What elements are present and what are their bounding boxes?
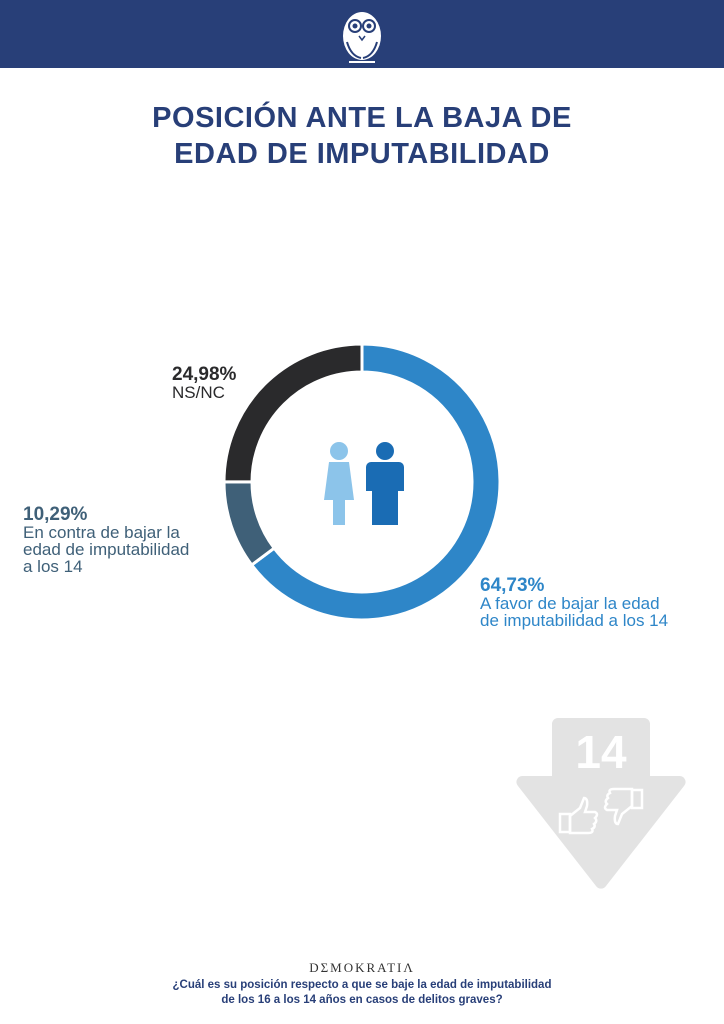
question-line-2: de los 16 a los 14 años en casos de deli… (221, 994, 503, 1006)
nsnc-text: NS/NC (172, 383, 225, 402)
donut-slice-2 (222, 342, 364, 484)
page-title: POSICIÓN ANTE LA BAJA DE EDAD DE IMPUTAB… (0, 100, 724, 172)
label-nsnc: 24,98% NS/NC (172, 364, 237, 402)
favor-text-1: A favor de bajar la edad (480, 594, 660, 613)
down-arrow-14-badge: 14 (516, 718, 686, 889)
label-contra: 10,29% En contra de bajar la edad de imp… (23, 504, 190, 576)
donut-slice-1 (222, 480, 277, 568)
owl-logo-icon (343, 12, 381, 63)
contra-percent: 10,29% (23, 504, 88, 525)
favor-percent: 64,73% (480, 575, 545, 596)
contra-text-1: En contra de bajar la (23, 523, 180, 542)
people-icon (324, 442, 404, 525)
badge-number: 14 (575, 726, 627, 778)
nsnc-percent: 24,98% (172, 364, 237, 385)
brand-wordmark: DΣMOKRATIΛ (309, 960, 415, 975)
survey-question: ¿Cuál es su posición respecto a que se b… (0, 978, 724, 1008)
contra-text-3: a los 14 (23, 557, 83, 576)
title-line-2: EDAD DE IMPUTABILIDAD (174, 138, 550, 170)
favor-text-2: de imputabilidad a los 14 (480, 611, 669, 630)
header-bar (0, 0, 724, 68)
thumbs-up-down-icon (558, 787, 644, 835)
question-line-1: ¿Cuál es su posición respecto a que se b… (172, 979, 552, 991)
title-line-1: POSICIÓN ANTE LA BAJA DE (152, 102, 572, 134)
donut-slice-0 (249, 342, 502, 622)
contra-text-2: edad de imputabilidad (23, 540, 190, 559)
label-favor: 64,73% A favor de bajar la edad de imput… (480, 575, 669, 630)
